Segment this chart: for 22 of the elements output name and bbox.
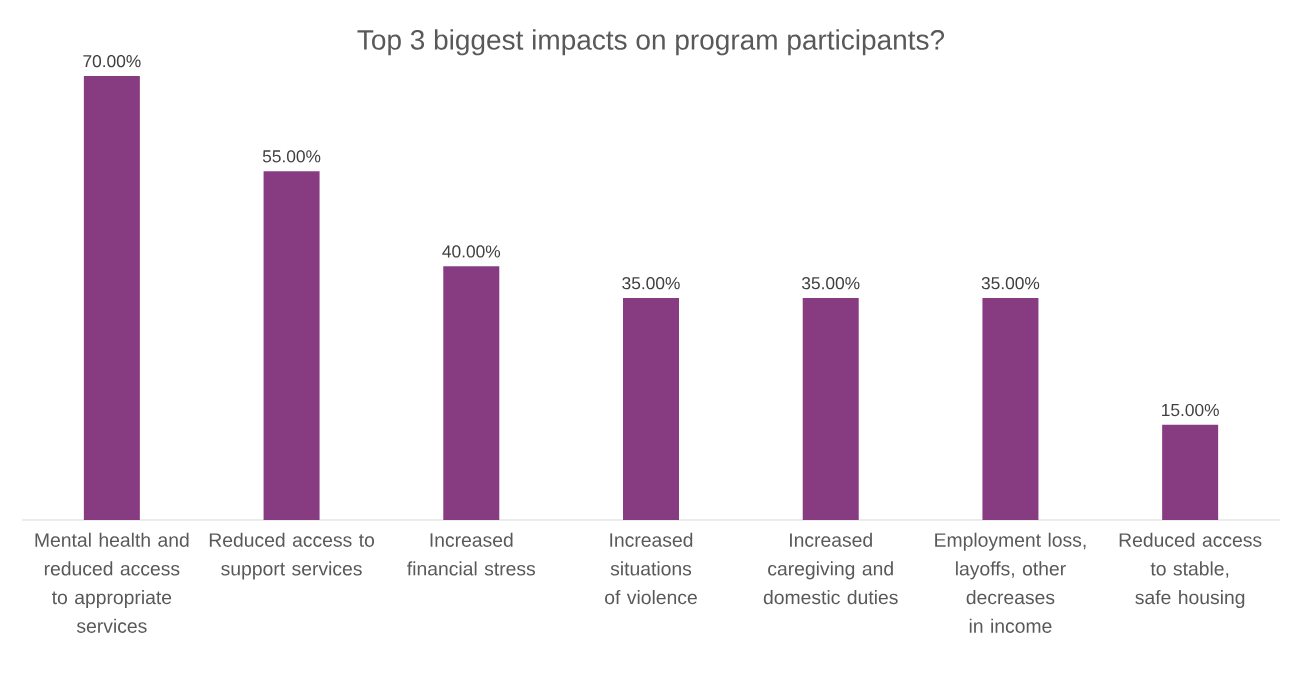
data-label: 70.00%	[83, 55, 141, 68]
bar	[623, 297, 680, 520]
x-tick-label: Employment loss, layoffs, other decreases in income	[935, 532, 1086, 633]
bar	[443, 266, 500, 520]
data-label: 55.00%	[262, 150, 321, 163]
x-tick-label: Increased financial stress	[407, 532, 536, 576]
bar	[802, 297, 859, 520]
chart-title: Top 3 biggest impacts on program participants?	[357, 29, 945, 56]
x-tick-label: Reduced access to support services	[209, 532, 375, 580]
data-label: 35.00%	[801, 277, 860, 290]
bar	[263, 171, 320, 520]
x-tick-label: Increased caregiving and domestic duties	[763, 532, 898, 605]
bar	[982, 297, 1039, 520]
bar	[83, 75, 140, 520]
bar	[1162, 424, 1219, 520]
data-label: 40.00%	[442, 245, 501, 258]
x-tick-label: Reduced access to stable, safe housing	[1119, 532, 1262, 609]
x-tick-label: Increased situations of violence	[605, 532, 697, 605]
data-label: 35.00%	[622, 277, 680, 290]
data-label: 35.00%	[981, 277, 1040, 290]
x-tick-label: Mental health and reduced access to appropriate services	[35, 532, 189, 633]
data-label: 15.00%	[1162, 403, 1219, 417]
